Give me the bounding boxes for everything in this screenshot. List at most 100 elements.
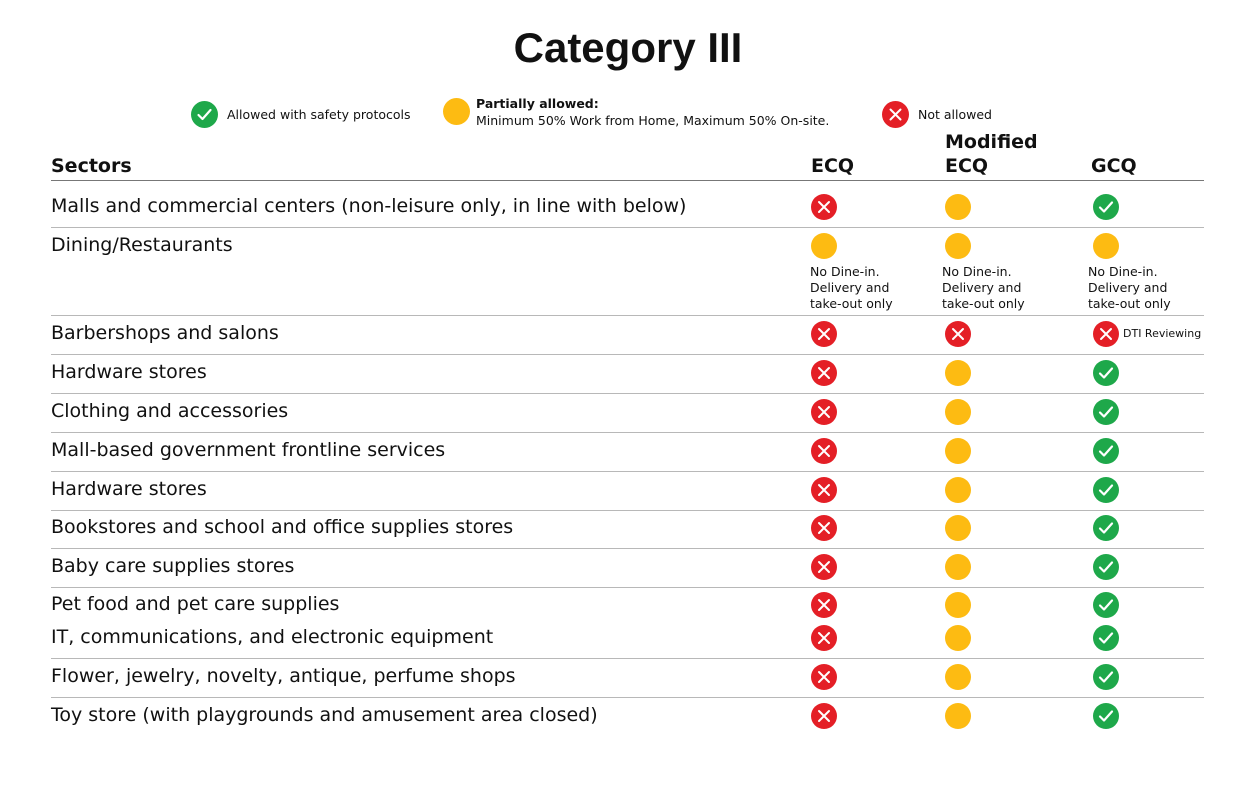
status-mecq	[945, 625, 971, 655]
status-gcq	[1093, 703, 1119, 733]
x-circle-icon	[811, 554, 837, 580]
yellow-circle-icon	[945, 554, 971, 580]
x-circle-icon	[811, 399, 837, 425]
check-circle-icon	[1093, 477, 1119, 503]
status-note-mecq: No Dine-in. Delivery and take-out only	[942, 264, 1025, 311]
check-circle-icon	[1093, 554, 1119, 580]
legend-not-allowed-label: Not allowed	[918, 107, 992, 122]
status-mecq	[945, 477, 971, 507]
row-divider	[51, 315, 1204, 316]
row-divider	[51, 471, 1204, 472]
row-divider	[51, 227, 1204, 228]
status-mecq	[945, 399, 971, 429]
yellow-circle-icon	[945, 399, 971, 425]
legend-partial-detail: Minimum 50% Work from Home, Maximum 50% …	[476, 113, 830, 128]
status-gcq	[1093, 194, 1119, 224]
gcq-status-note: DTI Reviewing	[1123, 327, 1202, 340]
check-circle-icon	[1093, 515, 1119, 541]
status-ecq	[811, 321, 837, 351]
status-mecq	[945, 554, 971, 584]
yellow-circle-icon	[443, 98, 470, 125]
x-circle-icon	[811, 321, 837, 347]
x-circle-icon	[811, 438, 837, 464]
sector-label: Bookstores and school and office supplie…	[51, 516, 514, 538]
yellow-circle-icon	[945, 438, 971, 464]
legend-partial: Partially allowed: Minimum 50% Work from…	[443, 96, 829, 128]
status-gcq	[1093, 233, 1119, 263]
status-ecq	[811, 625, 837, 655]
check-circle-icon	[191, 101, 218, 128]
check-circle-icon	[1093, 664, 1119, 690]
status-mecq	[945, 321, 971, 351]
yellow-circle-icon	[945, 194, 971, 220]
x-circle-icon	[1093, 321, 1119, 347]
status-mecq	[945, 360, 971, 390]
legend-allowed-label: Allowed with safety protocols	[227, 107, 411, 122]
sector-label: Baby care supplies stores	[51, 555, 295, 577]
x-circle-icon	[811, 194, 837, 220]
status-gcq	[1093, 399, 1119, 429]
status-gcq	[1093, 321, 1119, 351]
sector-label: Barbershops and salons	[51, 322, 279, 344]
row-divider	[51, 510, 1204, 511]
status-ecq	[811, 703, 837, 733]
status-ecq	[811, 515, 837, 545]
x-circle-icon	[811, 515, 837, 541]
check-circle-icon	[1093, 399, 1119, 425]
status-ecq	[811, 554, 837, 584]
sector-label: Pet food and pet care supplies	[51, 593, 340, 615]
yellow-circle-icon	[945, 233, 971, 259]
header-modified-ecq: ECQ	[945, 155, 989, 177]
x-circle-icon	[811, 703, 837, 729]
status-gcq	[1093, 515, 1119, 545]
sector-label: Toy store (with playgrounds and amusemen…	[51, 704, 598, 726]
check-circle-icon	[1093, 703, 1119, 729]
status-note-ecq: No Dine-in. Delivery and take-out only	[810, 264, 893, 311]
row-divider	[51, 658, 1204, 659]
yellow-circle-icon	[945, 477, 971, 503]
check-circle-icon	[1093, 194, 1119, 220]
status-gcq	[1093, 438, 1119, 468]
status-gcq	[1093, 554, 1119, 584]
yellow-circle-icon	[945, 592, 971, 618]
status-mecq	[945, 592, 971, 622]
yellow-circle-icon	[945, 703, 971, 729]
x-circle-icon	[811, 477, 837, 503]
row-divider	[51, 548, 1204, 549]
check-circle-icon	[1093, 625, 1119, 651]
status-gcq	[1093, 592, 1119, 622]
sector-label: IT, communications, and electronic equip…	[51, 626, 494, 648]
status-ecq	[811, 360, 837, 390]
sector-label: Dining/Restaurants	[51, 234, 233, 256]
check-circle-icon	[1093, 592, 1119, 618]
header-ecq: ECQ	[811, 155, 855, 177]
x-circle-icon	[811, 592, 837, 618]
status-gcq	[1093, 664, 1119, 694]
x-circle-icon	[945, 321, 971, 347]
header-gcq: GCQ	[1091, 155, 1137, 177]
row-divider	[51, 587, 1204, 588]
x-circle-icon	[811, 625, 837, 651]
yellow-circle-icon	[945, 625, 971, 651]
row-divider	[51, 393, 1204, 394]
yellow-circle-icon	[945, 515, 971, 541]
status-ecq	[811, 194, 837, 224]
status-ecq	[811, 233, 837, 263]
status-ecq	[811, 477, 837, 507]
check-circle-icon	[1093, 360, 1119, 386]
sector-label: Hardware stores	[51, 478, 207, 500]
status-mecq	[945, 515, 971, 545]
check-circle-icon	[1093, 438, 1119, 464]
status-ecq	[811, 592, 837, 622]
header-modified: Modified	[945, 131, 1038, 153]
sector-label: Malls and commercial centers (non-leisur…	[51, 195, 687, 217]
yellow-circle-icon	[945, 664, 971, 690]
status-mecq	[945, 703, 971, 733]
legend-allowed: Allowed with safety protocols	[191, 101, 411, 128]
x-circle-icon	[811, 360, 837, 386]
yellow-circle-icon	[811, 233, 837, 259]
status-ecq	[811, 399, 837, 429]
legend-not-allowed: Not allowed	[882, 101, 992, 128]
row-divider	[51, 354, 1204, 355]
sector-label: Hardware stores	[51, 361, 207, 383]
